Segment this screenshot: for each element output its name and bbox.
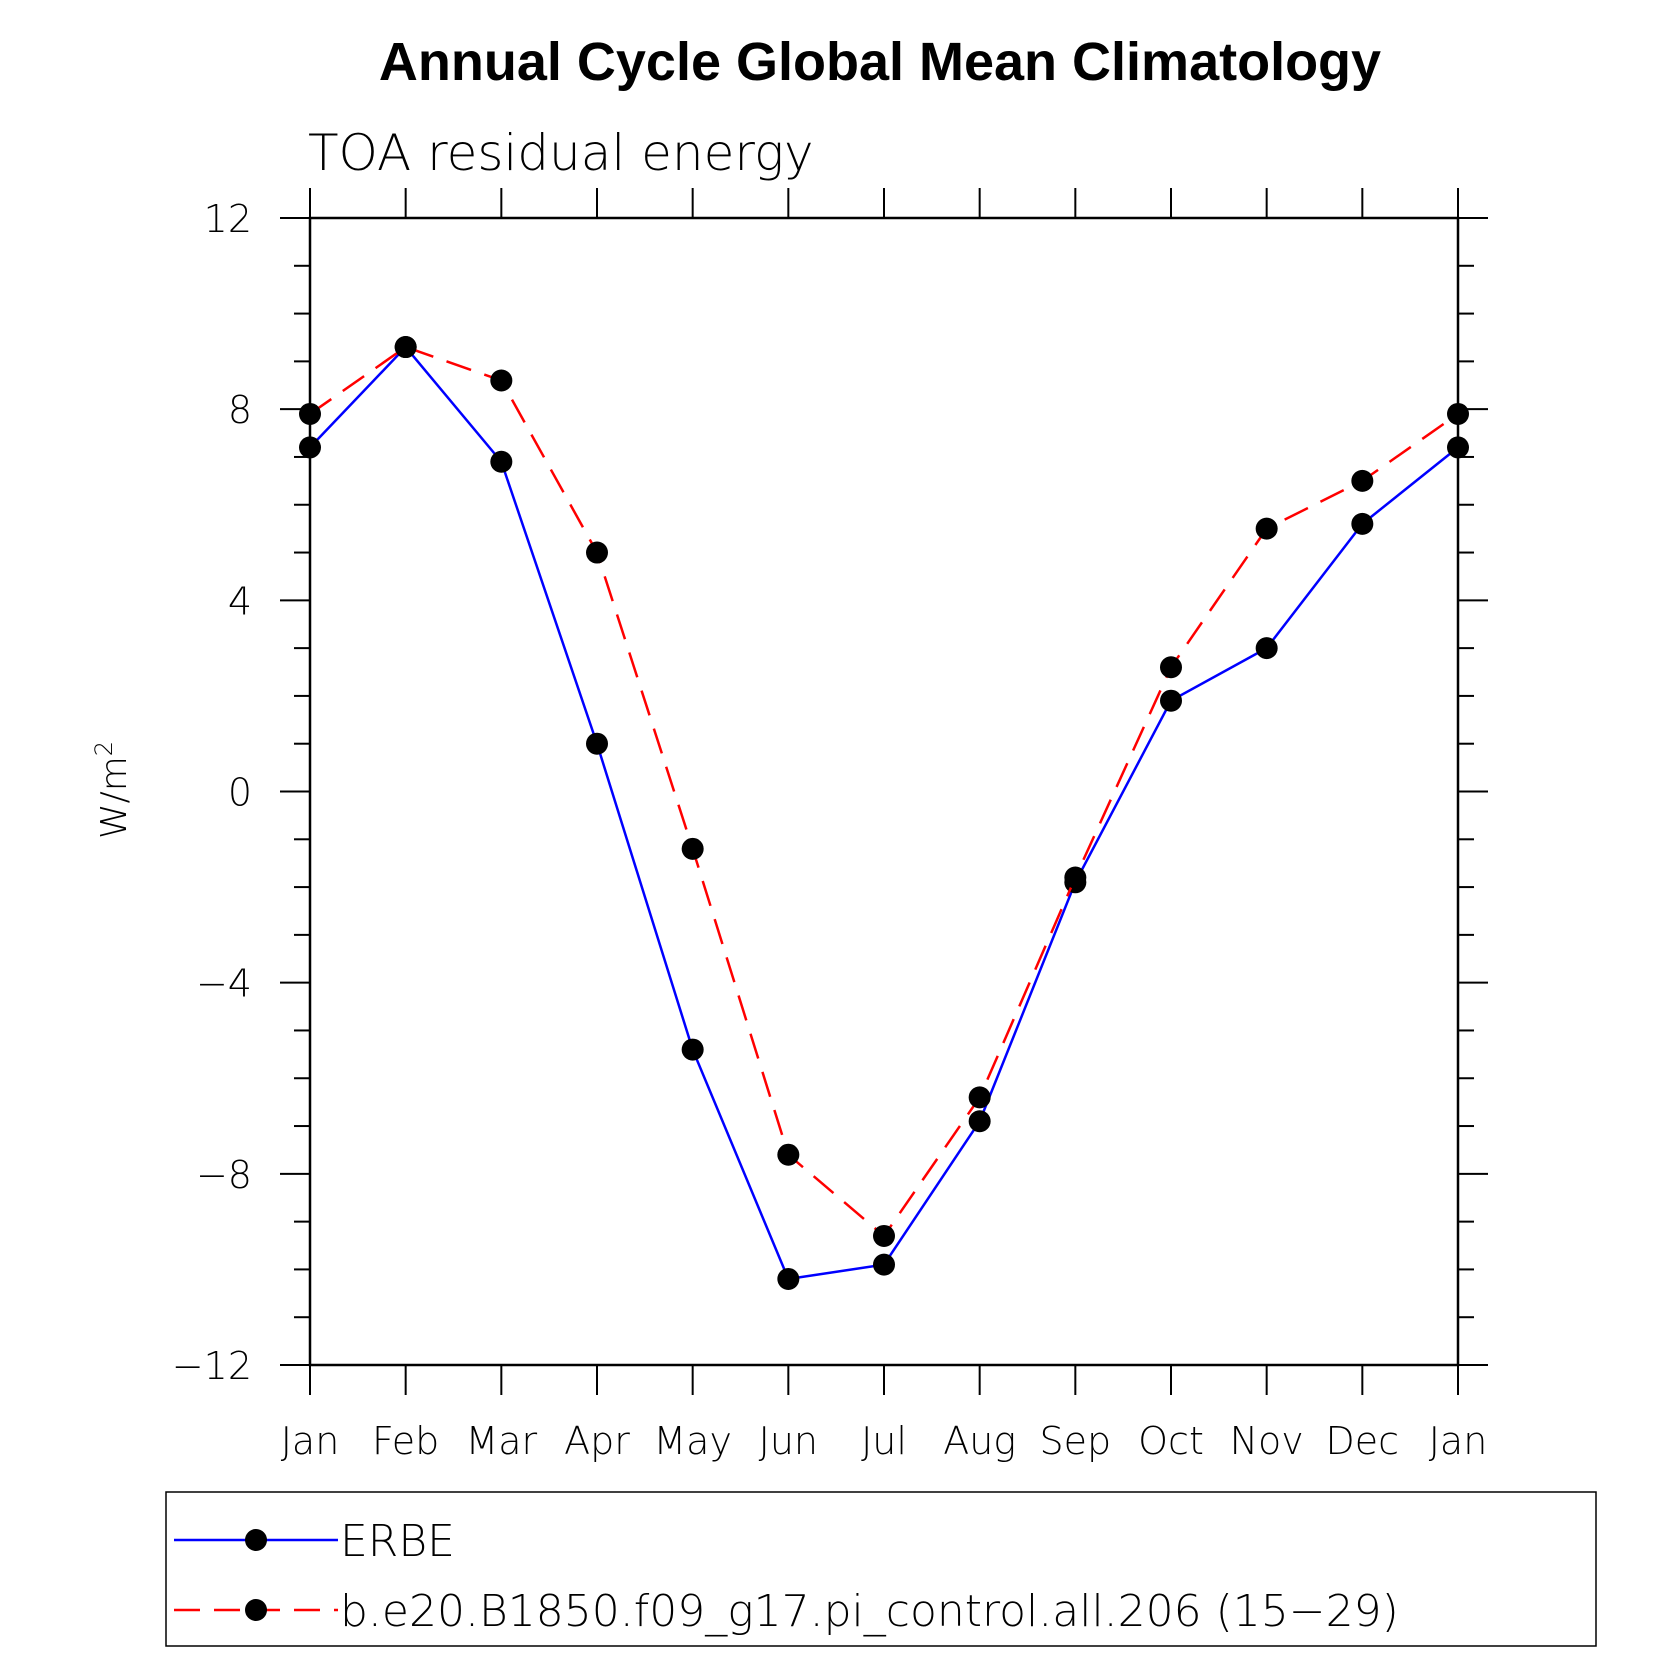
data-point: [586, 541, 608, 564]
x-tick-label: Nov: [1230, 1419, 1304, 1463]
plot-axes: [280, 188, 1488, 1395]
data-point: [1255, 637, 1278, 660]
legend-box: [165, 1491, 1597, 1647]
y-tick-label: −8: [196, 1153, 252, 1197]
data-point: [490, 369, 513, 392]
x-tick-label: Aug: [943, 1419, 1016, 1463]
y-tick-label: −12: [172, 1344, 252, 1388]
data-point: [681, 837, 704, 860]
data-point: [586, 732, 608, 755]
chart-subtitle: TOA residual energy: [308, 124, 814, 182]
data-point: [299, 402, 321, 425]
data-point: [1255, 517, 1278, 540]
chart-title: Annual Cycle Global Mean Climatology: [379, 32, 1381, 92]
series-line: [309, 345, 1459, 1238]
y-tick-label: −4: [196, 962, 252, 1006]
data-point: [681, 1038, 704, 1061]
data-point: [777, 1143, 800, 1166]
x-tick-label: Feb: [372, 1419, 439, 1463]
data-point: [394, 336, 417, 359]
tick-labels: 12 8 4 0 −4 −8 −12 Jan Feb Mar Apr May Jun Jul Aug Sep O…: [172, 197, 1487, 1463]
x-tick-label: Dec: [1326, 1419, 1400, 1463]
legend: ERBE b.e20.B1850.f09_g17.pi_control.all.2…: [174, 1516, 1399, 1637]
x-tick-label: Jun: [759, 1419, 818, 1463]
data-point: [968, 1086, 991, 1109]
data-point: [1447, 402, 1469, 425]
series-1: [299, 336, 1469, 1290]
y-tick-label: 0: [228, 771, 252, 815]
plot-frame: [308, 216, 1460, 1367]
x-tick-label: Jan: [281, 1419, 340, 1463]
x-tick-label: May: [653, 1419, 732, 1463]
data-point: [1351, 469, 1374, 492]
data-point: [1351, 512, 1374, 535]
y-tick-label: 8: [228, 388, 252, 432]
data-point: [873, 1253, 895, 1276]
data-point: [1160, 656, 1182, 679]
data-point: [968, 1110, 991, 1133]
data-point: [873, 1224, 895, 1247]
legend-label-1: ERBE: [340, 1516, 455, 1567]
y-tick-label: 4: [228, 579, 252, 623]
data-point: [490, 450, 513, 473]
series-line: [309, 345, 1459, 1281]
data-point: [1160, 689, 1182, 712]
legend-marker-2: [245, 1599, 267, 1621]
legend-marker-1: [245, 1529, 267, 1551]
x-tick-label: Jan: [1429, 1419, 1488, 1463]
y-axis-label-text: W/m: [94, 756, 135, 839]
x-tick-label: Mar: [465, 1419, 537, 1463]
data-point: [1447, 436, 1469, 459]
legend-label-2: b.e20.B1850.f09_g17.pi_control.all.206 (…: [340, 1586, 1399, 1637]
y-tick-label: 12: [204, 197, 252, 241]
x-tick-label: Jul: [861, 1419, 907, 1463]
y-axis-label: W/m2: [90, 741, 135, 839]
x-tick-label: Oct: [1138, 1419, 1204, 1463]
x-tick-label: Sep: [1040, 1419, 1112, 1463]
series-layer: [299, 336, 1469, 1290]
data-point: [299, 436, 321, 459]
x-tick-label: Apr: [564, 1419, 630, 1463]
y-axis-label-superscript: 2: [90, 741, 118, 756]
data-point: [777, 1267, 800, 1290]
data-point: [1064, 866, 1087, 889]
series-2: [299, 336, 1469, 1247]
